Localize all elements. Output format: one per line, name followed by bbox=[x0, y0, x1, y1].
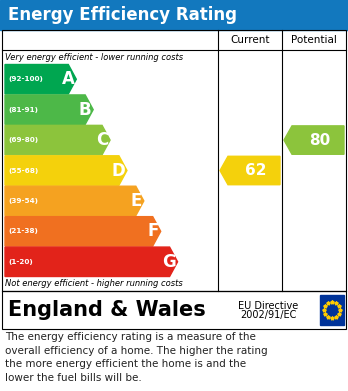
Text: Very energy efficient - lower running costs: Very energy efficient - lower running co… bbox=[5, 52, 183, 61]
Text: England & Wales: England & Wales bbox=[8, 300, 206, 320]
Polygon shape bbox=[5, 95, 93, 124]
Bar bbox=[320, 295, 344, 325]
Polygon shape bbox=[220, 156, 280, 185]
Text: (21-38): (21-38) bbox=[8, 228, 38, 234]
Text: (69-80): (69-80) bbox=[8, 137, 38, 143]
Text: G: G bbox=[162, 253, 176, 271]
Text: 80: 80 bbox=[309, 133, 331, 147]
Polygon shape bbox=[5, 156, 127, 185]
Text: Current: Current bbox=[230, 35, 270, 45]
Text: B: B bbox=[79, 100, 91, 118]
Text: E: E bbox=[130, 192, 142, 210]
Text: 2002/91/EC: 2002/91/EC bbox=[240, 310, 296, 320]
Polygon shape bbox=[5, 186, 144, 216]
Polygon shape bbox=[5, 126, 110, 155]
Text: F: F bbox=[147, 222, 159, 240]
Polygon shape bbox=[5, 65, 76, 94]
Text: 62: 62 bbox=[245, 163, 267, 178]
Text: (39-54): (39-54) bbox=[8, 198, 38, 204]
Text: Potential: Potential bbox=[291, 35, 337, 45]
Text: Not energy efficient - higher running costs: Not energy efficient - higher running co… bbox=[5, 280, 183, 289]
Text: EU Directive: EU Directive bbox=[238, 301, 298, 311]
Text: (55-68): (55-68) bbox=[8, 167, 38, 174]
Polygon shape bbox=[284, 126, 344, 154]
Text: (81-91): (81-91) bbox=[8, 107, 38, 113]
Polygon shape bbox=[5, 247, 177, 276]
Text: C: C bbox=[96, 131, 108, 149]
Polygon shape bbox=[5, 217, 161, 246]
Bar bbox=[2, 30, 346, 291]
Bar bbox=[2, 291, 346, 329]
Text: (92-100): (92-100) bbox=[8, 76, 43, 82]
Text: Energy Efficiency Rating: Energy Efficiency Rating bbox=[8, 6, 237, 24]
Bar bbox=[0, 0, 348, 30]
Text: (1-20): (1-20) bbox=[8, 259, 33, 265]
Text: The energy efficiency rating is a measure of the
overall efficiency of a home. T: The energy efficiency rating is a measur… bbox=[5, 332, 268, 383]
Text: A: A bbox=[62, 70, 74, 88]
Text: D: D bbox=[111, 161, 125, 179]
